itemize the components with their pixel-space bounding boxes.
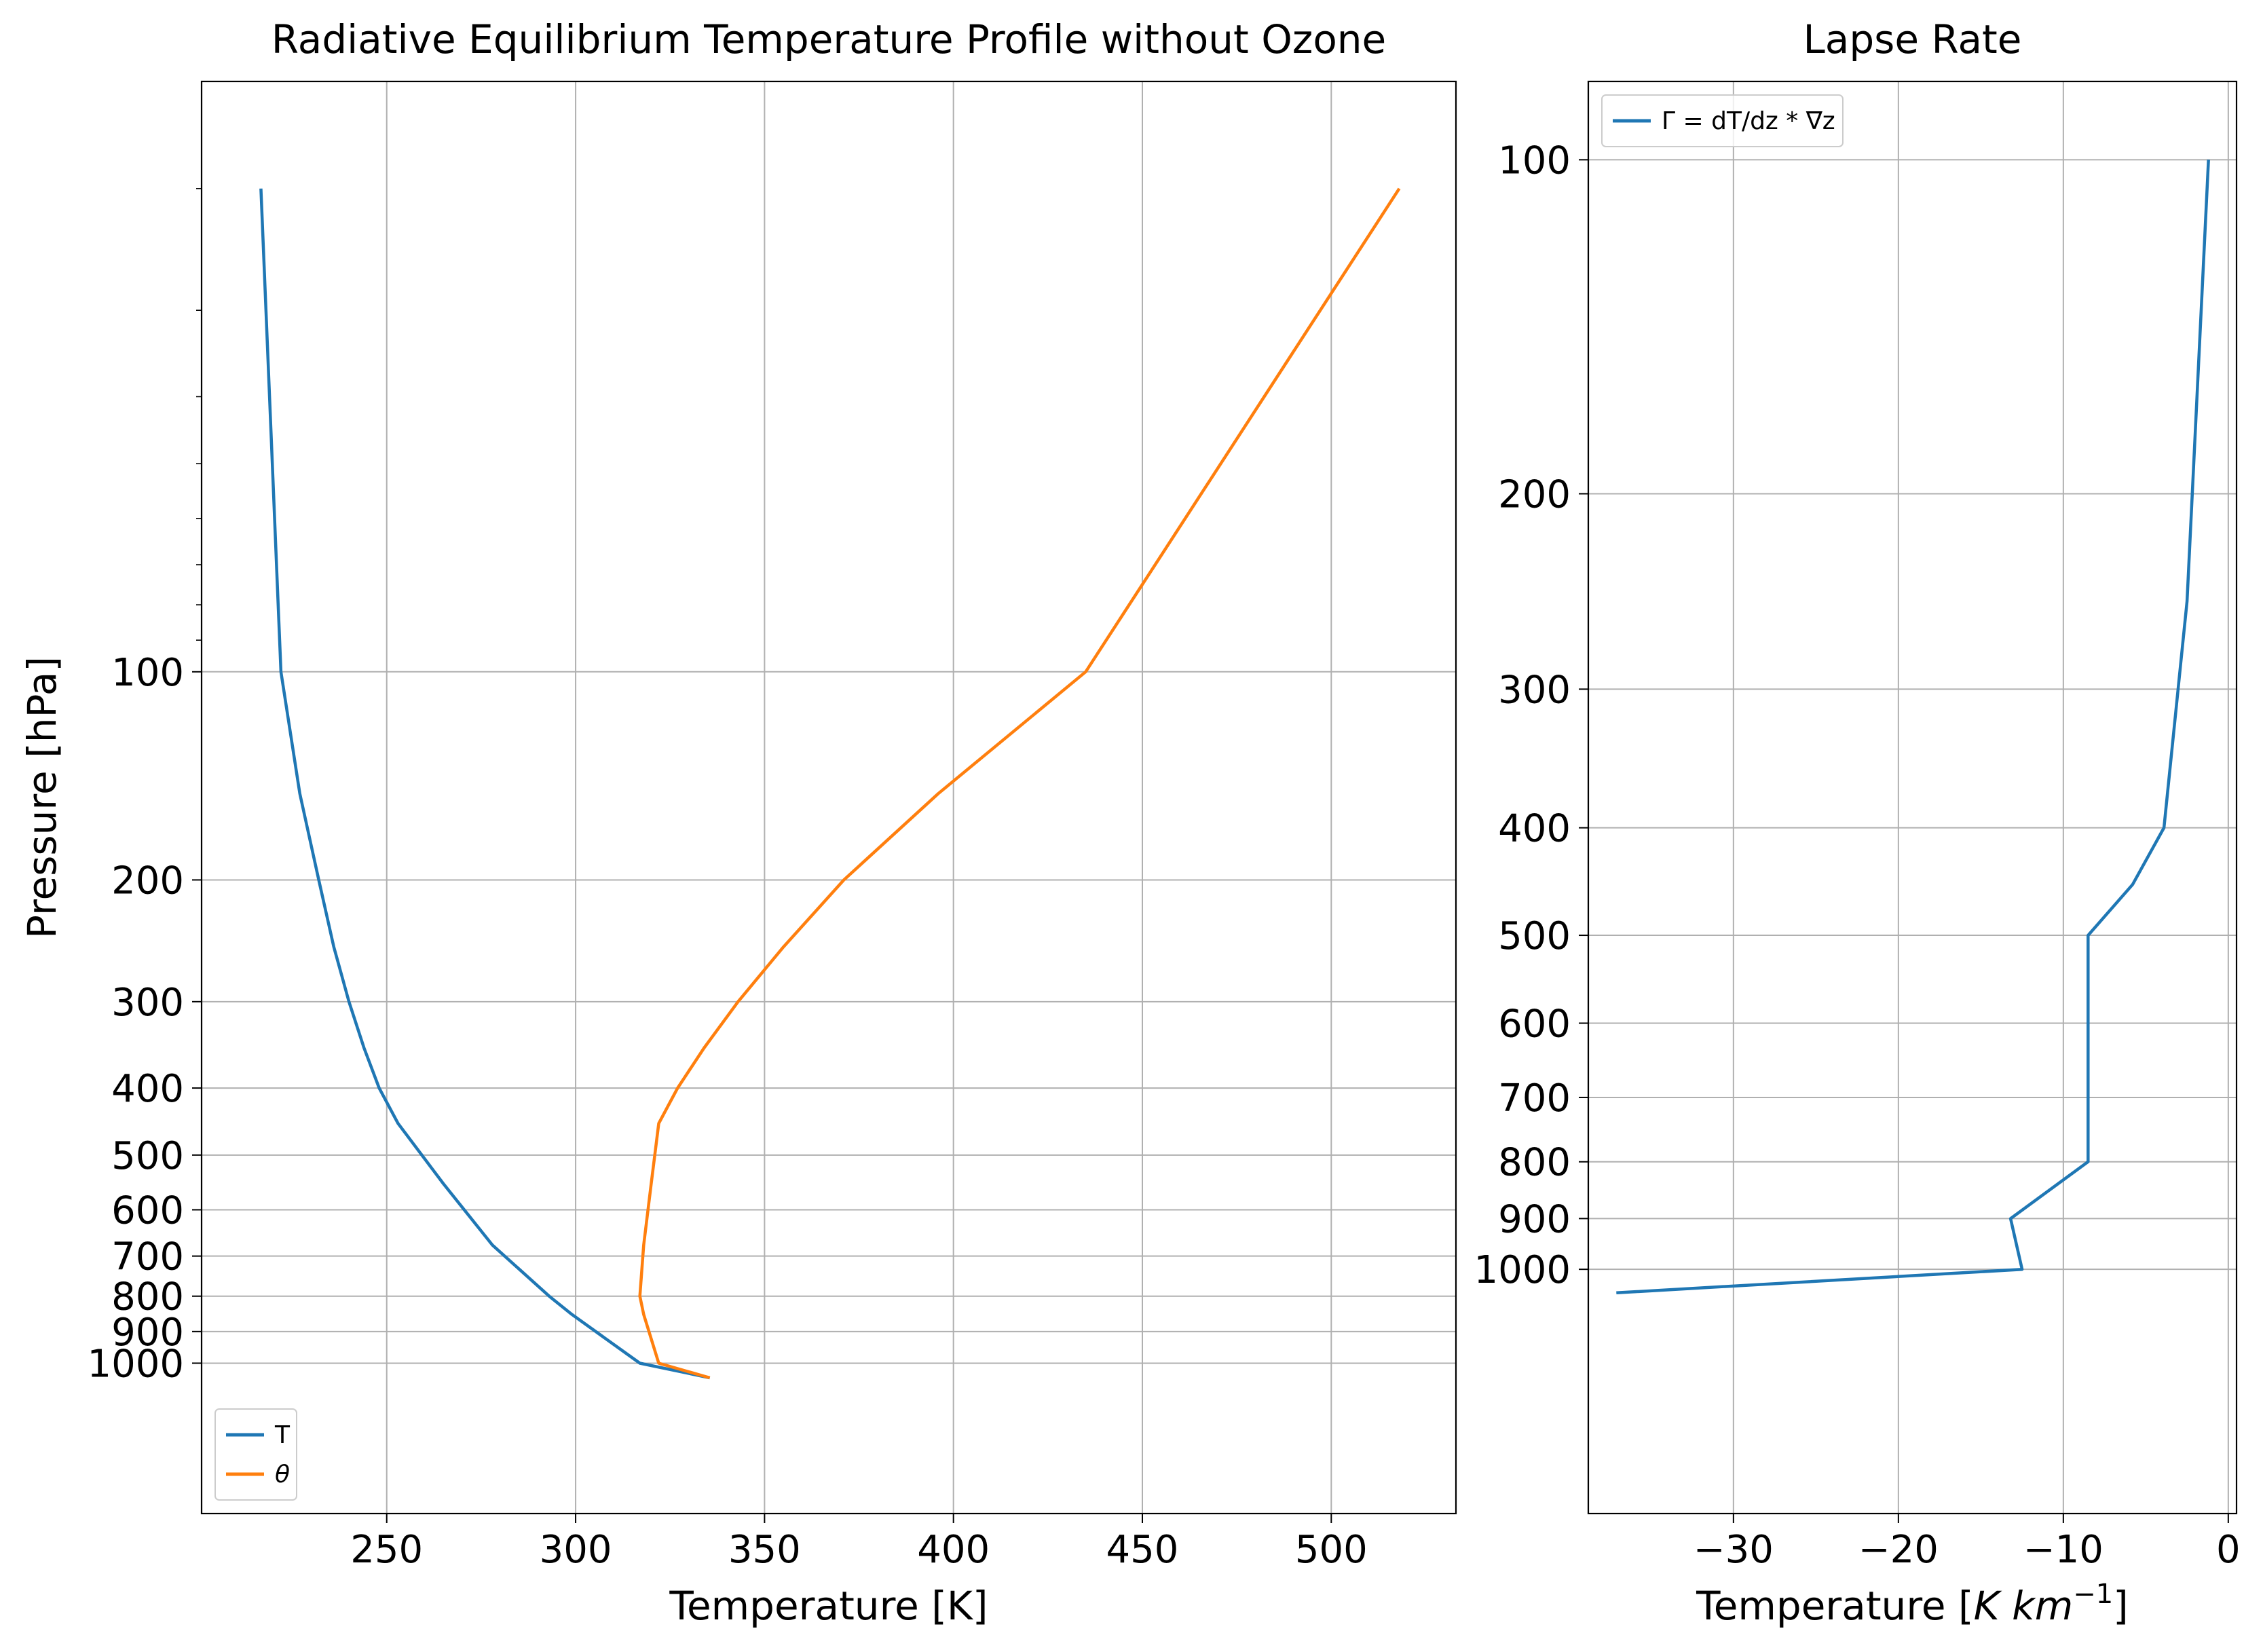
y-tick-label: 400 [1498, 807, 1571, 851]
y-tick-label: 600 [111, 1188, 184, 1233]
y-tick-label: 100 [1498, 138, 1571, 183]
y-tick-label: 200 [111, 859, 184, 903]
x-tick-label: −20 [1858, 1528, 1939, 1572]
y-tick-label: 1000 [87, 1342, 184, 1386]
x-tick-label: 0 [2216, 1528, 2241, 1572]
x-tick-label: 250 [350, 1528, 423, 1572]
legend: Γ = dT/dz * ∇z [1601, 94, 1844, 147]
legend-label-theta: θ [275, 1461, 290, 1488]
y-tick-label: 300 [111, 981, 184, 1025]
chart-title: Radiative Equilibrium Temperature Profil… [272, 16, 1387, 62]
y-tick-label: 500 [1498, 914, 1571, 958]
axis-ticks: −30 −20 −10 0 100 200 300 400 500 600 700 800 900 100… [1474, 138, 2240, 1572]
y-tick-label: 700 [111, 1235, 184, 1279]
y-tick-label: 400 [111, 1067, 184, 1111]
grid-lines [202, 81, 1456, 1514]
x-axis-label: Temperature [K] [669, 1583, 988, 1629]
y-tick-label: 700 [1498, 1076, 1571, 1121]
series-line-1 [638, 187, 1401, 1380]
x-axis-label-text: Temperature [ [1696, 1583, 1973, 1629]
legend: T θ [214, 1408, 297, 1501]
y-tick-label: 100 [111, 651, 184, 695]
x-axis-label-close: ] [2113, 1583, 2129, 1629]
x-tick-label: 500 [1295, 1528, 1368, 1572]
y-tick-label: 300 [1498, 668, 1571, 712]
x-tick-label: 300 [540, 1528, 612, 1572]
y-tick-label: 1000 [1474, 1248, 1571, 1292]
series-line-0 [259, 188, 711, 1380]
x-tick-label: 350 [728, 1528, 801, 1572]
legend-box [214, 1408, 297, 1501]
y-tick-label: 500 [111, 1134, 184, 1178]
x-tick-label: 400 [917, 1528, 990, 1572]
y-tick-label: 900 [111, 1311, 184, 1355]
series-line-0 [1616, 159, 2210, 1295]
x-axis-label-exponent: −1 [2073, 1579, 2113, 1610]
y-tick-label: 800 [111, 1275, 184, 1319]
x-tick-label: −10 [2023, 1528, 2103, 1572]
y-tick-label: 600 [1498, 1002, 1571, 1046]
grid-lines [1588, 81, 2237, 1514]
legend-label-T: T [274, 1421, 291, 1449]
x-tick-label: −30 [1694, 1528, 1774, 1572]
x-axis-label-unit: K km [1974, 1583, 2074, 1629]
legend-label-lapse-rate: Γ = dT/dz * ∇z [1662, 107, 1835, 135]
axis-ticks: 250 300 350 400 450 500 100 200 300 400 500 6007008… [87, 187, 1368, 1572]
x-axis-label: Temperature [K km−1] [1696, 1579, 2129, 1629]
y-tick-label: 200 [1498, 473, 1571, 517]
legend-box [1601, 94, 1844, 147]
temperature-profile-panel: 250 300 350 400 450 500 100 200 300 400 500 6007008… [19, 16, 1457, 1629]
y-tick-label: 800 [1498, 1141, 1571, 1185]
axes-frame [200, 80, 1457, 1515]
x-tick-label: 450 [1106, 1528, 1179, 1572]
chart-title: Lapse Rate [1803, 16, 2021, 62]
y-axis-label: Pressure [hPa] [19, 656, 65, 939]
axes-frame [1587, 80, 2238, 1515]
series-lines [1616, 159, 2210, 1295]
lapse-rate-panel: −30 −20 −10 0 100 200 300 400 500 600 700 800 900 100… [1474, 16, 2240, 1629]
y-tick-label: 900 [1498, 1197, 1571, 1241]
series-lines [259, 187, 1401, 1380]
